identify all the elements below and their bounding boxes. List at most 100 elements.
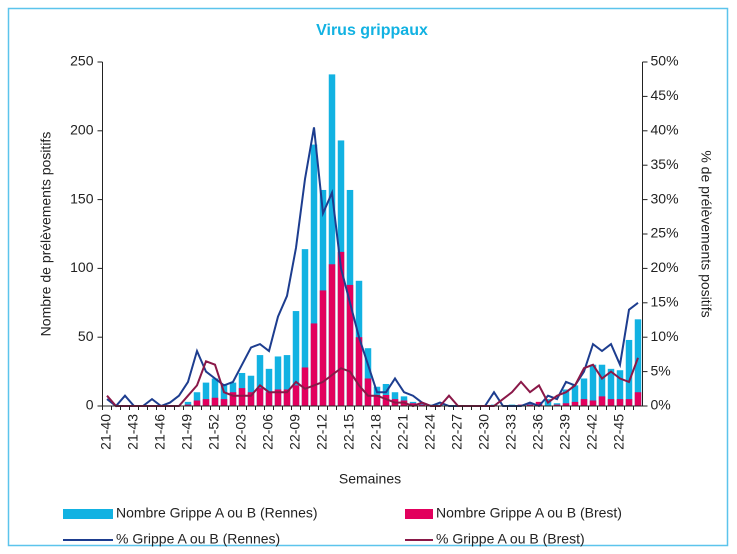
bar — [607, 399, 615, 406]
y2-tick-label: 0% — [651, 397, 671, 413]
bar — [418, 404, 426, 406]
bar — [193, 392, 201, 406]
bar — [301, 367, 309, 406]
x-tick-label: 22-42 — [584, 414, 600, 450]
line — [106, 357, 639, 408]
bar — [319, 290, 327, 406]
x-tick-label: 21-52 — [206, 414, 222, 450]
y-tick-label: 150 — [70, 190, 94, 206]
y2-tick-label: 20% — [651, 259, 679, 275]
x-tick-label: 22-06 — [260, 414, 276, 450]
y2-tick-label: 35% — [651, 156, 679, 172]
bar — [571, 385, 579, 406]
y2-tick-label: 25% — [651, 225, 679, 241]
x-tick-label: 22-15 — [341, 414, 357, 450]
legend-label: Nombre Grippe A ou B (Rennes) — [116, 505, 318, 521]
bar — [607, 368, 615, 406]
legend-swatch — [405, 509, 433, 519]
bar — [634, 319, 642, 406]
bar — [292, 385, 300, 406]
chart-frame — [7, 7, 729, 547]
bar — [283, 389, 291, 406]
y2-tick-label: 5% — [651, 362, 671, 378]
x-tick-label: 21-40 — [98, 414, 114, 450]
bar — [202, 399, 210, 406]
bar — [247, 375, 255, 406]
x-tick-label: 21-46 — [152, 414, 168, 450]
bar — [364, 378, 372, 406]
bar — [364, 348, 372, 406]
bar — [328, 74, 336, 406]
bar — [247, 392, 255, 406]
bar — [580, 399, 588, 406]
bar — [301, 249, 309, 406]
x-axis-title: Semaines — [339, 471, 401, 487]
x-tick-label: 22-12 — [314, 414, 330, 450]
bar — [193, 400, 201, 406]
bar — [274, 356, 282, 406]
y2-tick-label: 30% — [651, 190, 679, 206]
bar — [589, 400, 597, 406]
bar — [256, 355, 264, 406]
x-tick-label: 22-39 — [557, 414, 573, 450]
x-tick-label: 22-33 — [503, 414, 519, 450]
y-tick-label: 100 — [70, 259, 94, 275]
bar — [616, 399, 624, 406]
x-tick-label: 22-27 — [449, 414, 465, 450]
y2-tick-label: 15% — [651, 294, 679, 310]
y2-tick-label: 10% — [651, 328, 679, 344]
bar — [382, 394, 390, 406]
bar — [256, 388, 264, 406]
bar — [535, 401, 543, 406]
bar — [373, 394, 381, 406]
bar — [274, 389, 282, 406]
y-tick-label: 50 — [78, 328, 94, 344]
x-tick-label: 22-21 — [395, 414, 411, 450]
bar — [589, 364, 597, 406]
bar — [598, 364, 606, 406]
bar — [625, 339, 633, 406]
bar — [346, 284, 354, 406]
bar — [220, 383, 228, 406]
bar — [229, 392, 237, 406]
bar — [310, 144, 318, 406]
bar — [220, 399, 228, 406]
legend-swatch — [63, 509, 113, 519]
bar — [580, 378, 588, 406]
bar — [562, 389, 570, 406]
y-tick-label: 250 — [70, 53, 94, 69]
x-tick-label: 22-18 — [368, 414, 384, 450]
legend-label: % Grippe A ou B (Brest) — [436, 531, 585, 547]
line — [106, 127, 639, 408]
bar — [211, 397, 219, 406]
bar — [265, 392, 273, 406]
bar — [202, 382, 210, 406]
bar — [526, 404, 534, 406]
bar — [184, 404, 192, 406]
bar — [634, 392, 642, 406]
bar — [562, 403, 570, 406]
bar — [238, 388, 246, 406]
bar — [409, 403, 417, 406]
y2-axis-title: % de prélèvements positifs — [698, 150, 714, 317]
y2-tick-label: 45% — [651, 87, 679, 103]
bar — [355, 337, 363, 406]
bar — [337, 251, 345, 406]
x-tick-label: 22-09 — [287, 414, 303, 450]
bar — [211, 378, 219, 406]
bar — [328, 264, 336, 406]
y2-tick-label: 40% — [651, 122, 679, 138]
y2-tick-label: 50% — [651, 53, 679, 69]
bar — [292, 311, 300, 406]
x-tick-label: 22-45 — [611, 414, 627, 450]
bar — [625, 399, 633, 406]
y-axis-title: Nombre de prélèvements positifs — [38, 132, 54, 337]
bar — [571, 401, 579, 406]
x-tick-label: 22-36 — [530, 414, 546, 450]
bar — [598, 396, 606, 406]
bar — [616, 370, 624, 406]
bar — [310, 323, 318, 406]
bar — [184, 401, 192, 406]
y-tick-label: 200 — [70, 122, 94, 138]
